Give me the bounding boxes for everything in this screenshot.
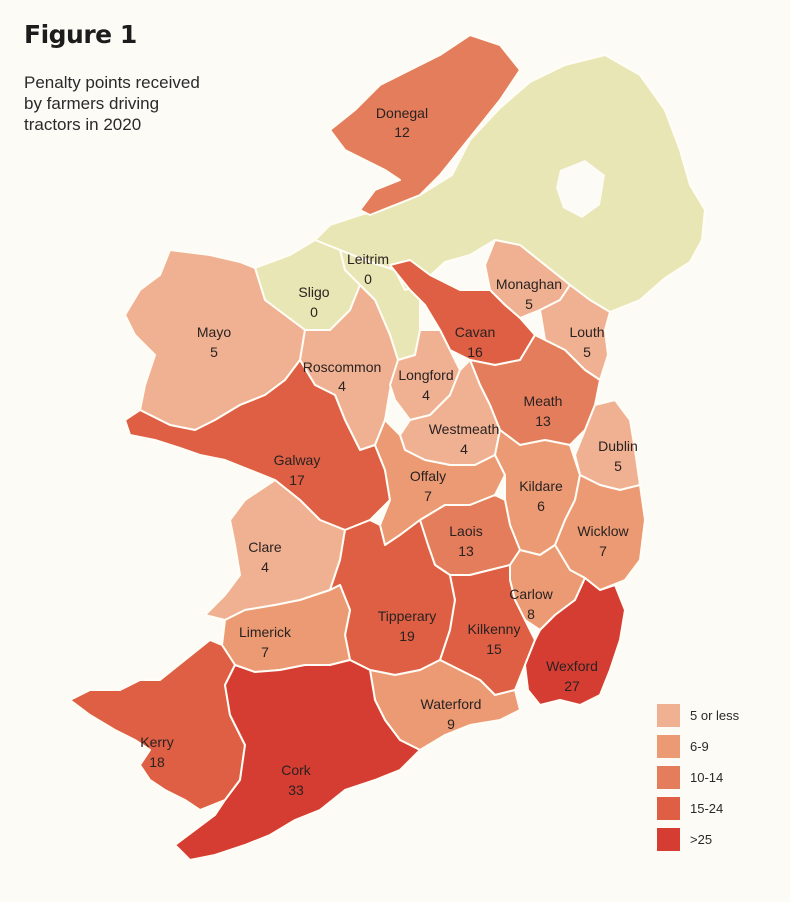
county-label: Wicklow (577, 523, 629, 539)
county-value: 12 (394, 124, 410, 140)
county-label: Donegal (376, 105, 428, 121)
county-value: 19 (399, 628, 415, 644)
county-label: Cavan (455, 324, 495, 340)
subtitle-line: by farmers driving (24, 94, 160, 113)
county-value: 16 (467, 344, 483, 360)
county-wexford[interactable] (524, 577, 626, 706)
county-label: Clare (248, 539, 282, 555)
county-label: Cork (281, 762, 312, 778)
county-label: Roscommon (303, 359, 382, 375)
legend-swatch (657, 797, 680, 820)
county-value: 15 (486, 641, 502, 657)
county-value: 7 (599, 543, 607, 559)
county-label: Offaly (410, 468, 446, 484)
legend-swatch (657, 704, 680, 727)
legend-swatch (657, 828, 680, 851)
county-value: 5 (525, 296, 533, 312)
county-value: 8 (527, 606, 535, 622)
county-value: 5 (210, 344, 218, 360)
county-label: Monaghan (496, 276, 562, 292)
legend: 5 or less 6-9 10-14 15-24 >25 (657, 700, 739, 855)
county-label: Limerick (239, 624, 292, 640)
legend-label: 6-9 (690, 739, 709, 754)
legend-label: 10-14 (690, 770, 724, 785)
subtitle-line: tractors in 2020 (24, 115, 142, 134)
county-label: Dublin (598, 438, 638, 454)
county-louth[interactable] (539, 284, 611, 381)
county-donegal[interactable] (329, 34, 521, 216)
legend-item: >25 (657, 824, 739, 855)
county-label: Waterford (421, 696, 482, 712)
county-value: 6 (537, 498, 545, 514)
legend-item: 5 or less (657, 700, 739, 731)
county-value: 4 (261, 559, 269, 575)
county-kerry[interactable] (69, 639, 246, 811)
county-value: 27 (564, 678, 580, 694)
legend-swatch (657, 735, 680, 758)
county-value: 4 (460, 441, 468, 457)
county-label: Kerry (140, 734, 173, 750)
county-label: Louth (569, 324, 604, 340)
county-value: 9 (447, 716, 455, 732)
county-value: 5 (583, 344, 591, 360)
county-label: Leitrim (347, 251, 389, 267)
county-label: Kildare (519, 478, 563, 494)
county-cork[interactable] (174, 659, 421, 861)
lough-neagh (556, 160, 605, 218)
county-label: Wexford (546, 658, 598, 674)
county-value: 18 (149, 754, 165, 770)
county-label: Kilkenny (468, 621, 521, 637)
county-label: Laois (449, 523, 482, 539)
county-label: Tipperary (378, 608, 437, 624)
county-label: Meath (524, 393, 563, 409)
legend-item: 6-9 (657, 731, 739, 762)
county-label: Mayo (197, 324, 231, 340)
county-value: 7 (261, 644, 269, 660)
legend-swatch (657, 766, 680, 789)
county-label: Carlow (509, 586, 553, 602)
county-value: 0 (310, 304, 318, 320)
county-value: 4 (338, 378, 346, 394)
figure-subtitle: Penalty points received by farmers drivi… (24, 72, 264, 135)
figure-title: Figure 1 (24, 20, 137, 49)
county-value: 33 (288, 782, 304, 798)
county-value: 13 (458, 543, 474, 559)
county-label: Sligo (298, 284, 329, 300)
legend-label: 15-24 (690, 801, 724, 816)
county-value: 13 (535, 413, 551, 429)
county-value: 5 (614, 458, 622, 474)
county-label: Longford (398, 367, 453, 383)
county-value: 0 (364, 271, 372, 287)
county-value: 4 (422, 387, 430, 403)
legend-label: >25 (690, 832, 713, 847)
county-label: Galway (274, 452, 321, 468)
county-value: 7 (424, 488, 432, 504)
county-label: Westmeath (429, 421, 500, 437)
legend-label: 5 or less (690, 708, 740, 723)
legend-item: 15-24 (657, 793, 739, 824)
legend-item: 10-14 (657, 762, 739, 793)
county-value: 17 (289, 472, 305, 488)
subtitle-line: Penalty points received (24, 73, 200, 92)
